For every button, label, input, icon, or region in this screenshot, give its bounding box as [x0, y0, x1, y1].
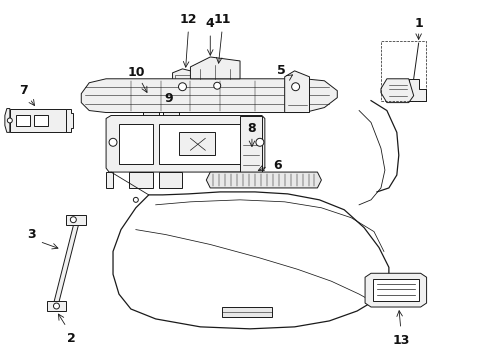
Circle shape — [292, 83, 299, 91]
Text: 13: 13 — [392, 334, 410, 347]
Polygon shape — [34, 114, 48, 126]
Polygon shape — [143, 103, 159, 118]
Polygon shape — [285, 71, 310, 113]
Polygon shape — [145, 96, 157, 103]
Text: 1: 1 — [414, 17, 423, 30]
Circle shape — [71, 217, 76, 223]
Polygon shape — [381, 79, 414, 103]
Polygon shape — [66, 215, 86, 225]
Circle shape — [7, 118, 12, 123]
Text: 11: 11 — [214, 13, 231, 26]
Circle shape — [109, 138, 117, 146]
Circle shape — [53, 303, 59, 309]
Polygon shape — [119, 125, 153, 164]
Polygon shape — [240, 116, 262, 172]
Polygon shape — [159, 172, 182, 188]
Polygon shape — [66, 109, 74, 132]
Polygon shape — [129, 172, 153, 188]
Polygon shape — [106, 116, 265, 172]
Polygon shape — [178, 132, 215, 155]
Polygon shape — [5, 109, 10, 132]
Polygon shape — [81, 79, 337, 113]
Polygon shape — [113, 192, 389, 329]
Polygon shape — [16, 114, 30, 126]
Polygon shape — [191, 57, 240, 79]
Text: 5: 5 — [277, 64, 286, 77]
Text: 3: 3 — [27, 228, 36, 241]
Text: 4: 4 — [206, 17, 215, 30]
Polygon shape — [401, 79, 426, 100]
Circle shape — [133, 197, 138, 202]
Polygon shape — [106, 172, 113, 188]
Circle shape — [178, 83, 187, 91]
Text: 12: 12 — [180, 13, 197, 26]
Polygon shape — [202, 65, 232, 105]
Polygon shape — [10, 109, 66, 132]
Bar — [381, 41, 426, 100]
Polygon shape — [172, 69, 198, 100]
Text: 8: 8 — [247, 122, 256, 135]
Circle shape — [214, 82, 220, 89]
Polygon shape — [365, 273, 427, 307]
Polygon shape — [53, 222, 79, 304]
Circle shape — [256, 138, 264, 146]
Polygon shape — [222, 307, 272, 317]
Text: 10: 10 — [127, 66, 145, 79]
Polygon shape — [165, 96, 176, 103]
Text: 9: 9 — [164, 92, 173, 105]
Polygon shape — [163, 103, 178, 118]
Polygon shape — [206, 172, 321, 188]
Polygon shape — [159, 125, 255, 164]
Text: 2: 2 — [67, 332, 76, 345]
Polygon shape — [47, 301, 66, 311]
Polygon shape — [373, 279, 418, 301]
Text: 7: 7 — [19, 84, 28, 97]
Text: 6: 6 — [273, 159, 282, 172]
